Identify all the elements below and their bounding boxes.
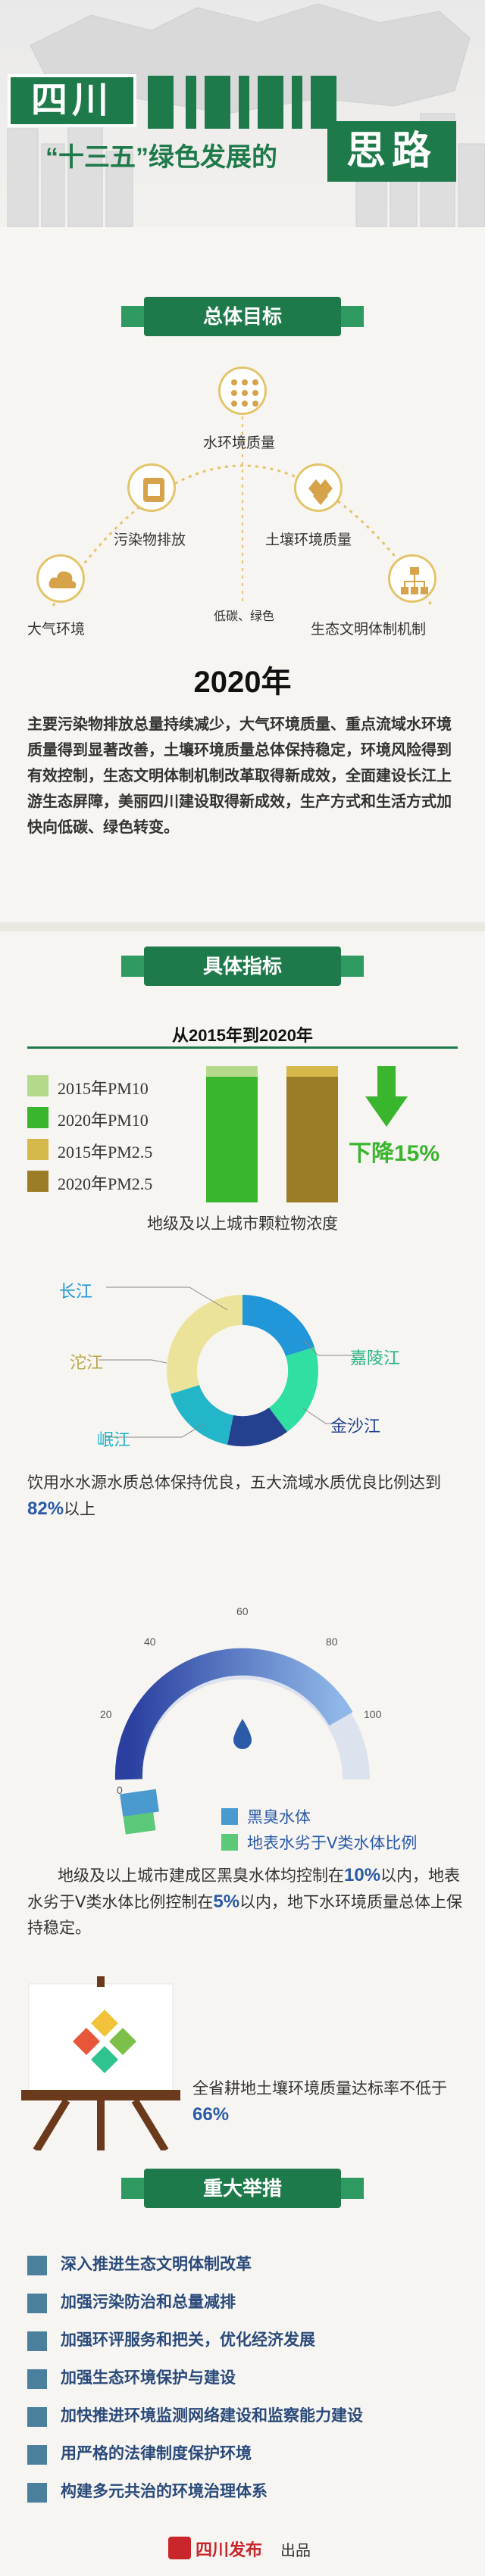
legend-label-2015-pm10: 2015年PM10 <box>58 1079 149 1098</box>
water-gauge-chart <box>114 1648 370 1780</box>
org-chart-icon <box>401 567 428 594</box>
black-water-text-2: 以内，地表水劣于Ⅴ类水体比例控制在 <box>27 1867 461 1911</box>
period-underline <box>27 1046 458 1049</box>
title-subtitle: “十三五”绿色发展的 <box>45 143 277 172</box>
goal-soil-label: 土壤环境质量 <box>265 532 352 548</box>
cloud-icon <box>48 571 77 588</box>
legend-swatch-2020-pm25 <box>27 1171 48 1192</box>
pm-change-label: 下降15% <box>349 1141 440 1166</box>
legend-swatch-2015-pm10 <box>27 1075 48 1096</box>
water-grid-icon <box>231 379 258 407</box>
pm-bar-pm10-2015 <box>206 1066 258 1077</box>
water-quality-pct: 82% <box>27 1499 64 1519</box>
goal-air <box>36 554 85 603</box>
legend-swatch-2015-pm25 <box>27 1139 48 1160</box>
goal-paragraph: 主要污染物排放总量持续减少，大气环境质量、重点流域水环境质量得到显著改善，土壤环… <box>27 716 452 836</box>
black-water-text-3: 以内，地下水环境质量总体上保持稳定。 <box>27 1894 463 1937</box>
black-water-text: 地级及以上城市建成区黑臭水体均控制在10%以内，地表水劣于Ⅴ类水体比例控制在5%… <box>27 1863 467 1941</box>
goal-pollution-label: 污染物排放 <box>114 532 186 548</box>
goals-banner: 总体目标 <box>121 297 364 336</box>
gauge-legend-label-1: 黑臭水体 <box>247 1809 311 1826</box>
gauge-legend-label-2: 地表水劣于Ⅴ类水体比例 <box>247 1835 418 1852</box>
water-quality-text-pre: 饮用水水源水质总体保持优良，五大流域水质优良比例达到 <box>27 1474 441 1492</box>
soil-text-main: 全省耕地土壤环境质量达标率不低于 <box>192 2080 447 2097</box>
legend-label-2020-pm10: 2020年PM10 <box>58 1111 149 1130</box>
legend-swatch-2020-pm10 <box>27 1107 48 1128</box>
river-label-minjiang: 岷江 <box>97 1430 131 1449</box>
goal-eco <box>388 554 436 603</box>
donut-seg-minjiang <box>171 1385 233 1445</box>
gauge-tick-20: 20 <box>100 1708 112 1720</box>
pm-bar-pm10-2020 <box>206 1077 258 1202</box>
river-label-jialing: 嘉陵江 <box>350 1349 401 1368</box>
bamboo-decoration <box>148 76 336 129</box>
brand-suffix: 出品 <box>280 2543 311 2559</box>
period-label: 从2015年到2020年 <box>172 1026 313 1045</box>
soil-text: 全省耕地土壤环境质量达标率不低于 66% <box>192 2076 462 2128</box>
indicators-banner: 具体指标 <box>121 947 364 986</box>
gauge-marker-green <box>123 1812 156 1835</box>
measures-banner: 重大举措 <box>121 2169 364 2208</box>
brand-name: 四川发布 <box>196 2540 263 2559</box>
gauge-tick-40: 40 <box>144 1636 156 1648</box>
pm-bar-pm25-2015 <box>286 1066 338 1077</box>
goal-pollution <box>127 463 176 512</box>
donut-seg-changjiang <box>242 1295 314 1356</box>
river-label-changjiang: 长江 <box>59 1282 93 1301</box>
gauge-legend-swatch-2 <box>221 1834 238 1851</box>
river-label-jinsha: 金沙江 <box>330 1417 381 1436</box>
pollution-icon <box>143 478 164 502</box>
donut-leader-lines <box>99 1286 364 1438</box>
goals-arc <box>0 356 485 644</box>
goal-air-label: 大气环境 <box>27 622 86 638</box>
pm-bar-pm25-2020 <box>286 1077 338 1202</box>
river-label-tuojiang: 沱江 <box>70 1353 104 1372</box>
donut-seg-jinsha <box>227 1408 287 1447</box>
goal-center-label: 低碳、绿色 <box>214 610 275 623</box>
legend-label-2020-pm25: 2020年PM2.5 <box>58 1174 153 1193</box>
soil-pct: 66% <box>192 2104 230 2125</box>
header: 四川 “十三五”绿色发展的 思路 <box>0 0 485 227</box>
goal-eco-label: 生态文明体制机制 <box>311 622 427 638</box>
title-highlight: 思路 <box>327 121 456 182</box>
title-region-box: 四川 <box>8 74 136 127</box>
pm-caption: 地级及以上城市颗粒物浓度 <box>147 1215 338 1233</box>
gauge-tick-0: 0 <box>117 1784 123 1796</box>
black-water-text-1: 地级及以上城市建成区黑臭水体均控制在 <box>58 1867 344 1885</box>
section-divider <box>0 922 485 931</box>
donut-seg-tuojiang <box>167 1295 242 1394</box>
gauge-tick-100: 100 <box>364 1708 382 1720</box>
gauge-legend-swatch-1 <box>221 1808 238 1825</box>
goal-water-label: 水环境质量 <box>203 435 276 451</box>
easel-illustration <box>21 1976 180 2150</box>
water-quality-text-post: 以上 <box>64 1501 96 1518</box>
gauge-tick-80: 80 <box>326 1636 338 1648</box>
goal-soil <box>294 463 343 512</box>
down-arrow-icon <box>365 1066 408 1127</box>
black-water-pct: 10% <box>344 1865 381 1885</box>
footer: 四川发布 出品 <box>0 2529 485 2567</box>
soil-icon <box>308 479 333 505</box>
legend-label-2015-pm25: 2015年PM2.5 <box>58 1143 153 1162</box>
gauge-tick-60: 60 <box>236 1605 249 1617</box>
worse-v-pct: 5% <box>213 1891 240 1912</box>
goal-year: 2020年 <box>193 666 292 699</box>
water-quality-text: 饮用水水源水质总体保持优良，五大流域水质优良比例达到 82%以上 <box>27 1470 467 1523</box>
brand-logo-icon <box>168 2537 191 2559</box>
goal-water <box>218 366 267 415</box>
